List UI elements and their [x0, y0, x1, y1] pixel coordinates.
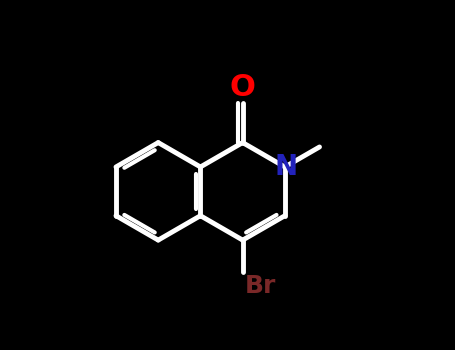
- Text: Br: Br: [245, 274, 277, 298]
- Text: N: N: [275, 153, 298, 181]
- Text: O: O: [230, 72, 256, 102]
